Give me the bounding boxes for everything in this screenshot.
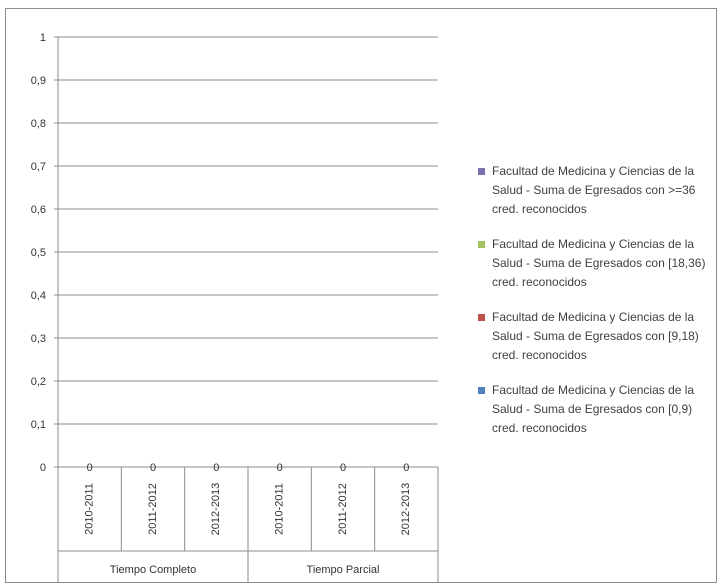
legend-label: Facultad de Medicina y Ciencias de la Sa… <box>492 310 699 362</box>
x-category-label: 2011-2012 <box>337 483 349 535</box>
y-tick-label: 0,2 <box>31 376 46 388</box>
legend-label: Facultad de Medicina y Ciencias de la Sa… <box>492 383 695 435</box>
legend-label: Facultad de Medicina y Ciencias de la Sa… <box>492 237 706 289</box>
x-category-label: 2012-2013 <box>210 483 222 536</box>
y-tick-label: 0,7 <box>31 161 46 173</box>
x-category-label: 2011-2012 <box>147 483 159 535</box>
data-label: 0 <box>87 462 93 474</box>
legend-swatch <box>478 241 485 248</box>
x-group-label: Tiempo Parcial <box>307 564 380 576</box>
legend-swatch <box>478 168 485 175</box>
y-tick-label: 0,4 <box>31 290 46 302</box>
data-label: 0 <box>403 462 409 474</box>
x-category-label: 2010-2011 <box>274 483 286 535</box>
data-label: 0 <box>277 462 283 474</box>
y-tick-label: 0,3 <box>31 333 46 345</box>
legend-item: Facultad de Medicina y Ciencias de la Sa… <box>478 308 714 365</box>
y-tick-label: 0,8 <box>31 118 46 130</box>
y-tick-label: 1 <box>40 32 46 44</box>
y-tick-label: 0,1 <box>31 419 46 431</box>
data-label: 0 <box>213 462 219 474</box>
data-label: 0 <box>150 462 156 474</box>
y-tick-label: 0,5 <box>31 247 46 259</box>
legend-swatch <box>478 314 485 321</box>
x-group-label: Tiempo Completo <box>110 564 196 576</box>
y-tick-label: 0,6 <box>31 204 46 216</box>
y-tick-label: 0,9 <box>31 75 46 87</box>
legend-item: Facultad de Medicina y Ciencias de la Sa… <box>478 235 714 292</box>
y-tick-label: 0 <box>40 462 46 474</box>
legend-swatch <box>478 387 485 394</box>
chart-legend: Facultad de Medicina y Ciencias de la Sa… <box>478 162 714 454</box>
legend-label: Facultad de Medicina y Ciencias de la Sa… <box>492 164 696 216</box>
x-category-label: 2012-2013 <box>400 483 412 536</box>
legend-item: Facultad de Medicina y Ciencias de la Sa… <box>478 381 714 438</box>
x-category-label: 2010-2011 <box>84 483 96 535</box>
data-label: 0 <box>340 462 346 474</box>
legend-item: Facultad de Medicina y Ciencias de la Sa… <box>478 162 714 219</box>
